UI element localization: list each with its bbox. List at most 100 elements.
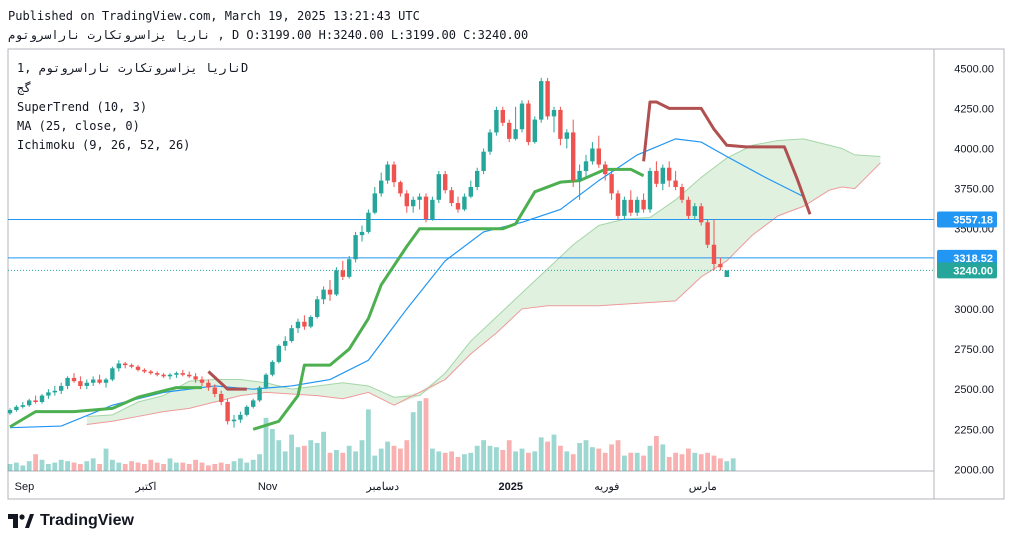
candle-body [494,109,499,133]
candle-body [583,161,589,171]
candle-body [59,385,64,391]
candle-body [507,122,512,139]
volume-bar [334,450,339,471]
volume-bar [615,440,621,471]
supertrend-line [9,100,812,431]
tradingview-logo-text: TradingView [40,512,134,529]
ma-line [9,138,804,429]
candle-body [519,103,525,130]
volume-bar [660,444,666,471]
volume-bar [84,461,90,471]
candle-body [391,164,397,183]
candle-body [660,167,665,184]
volume-bar [519,448,525,471]
tradingview-logo[interactable]: TradingView [8,512,134,530]
volume-bar [679,454,685,471]
volume-bar [327,452,333,471]
ichimoku-span-a [86,138,881,417]
candle-body [366,212,371,232]
legend-symbol[interactable]: ناریا یزاسروتکارت ناراسروتوم ,1D [17,61,249,75]
candle-body [334,270,339,295]
y-tick-label: 3000.00 [954,304,994,316]
volume-bar [500,450,506,471]
candle-body [436,174,441,200]
volume-bar [641,455,646,471]
volume-bar [430,448,435,471]
candle-body [238,414,243,420]
candle-body [475,170,480,187]
volume-bar [270,429,275,471]
volume-bar [417,401,422,471]
candle-body [718,264,723,268]
candle-body [263,374,269,388]
x-tick-label: اکتبر [134,481,156,493]
candle-body [692,206,697,216]
volume-bar [372,455,378,471]
volume-bar [218,462,224,471]
candle-body [372,193,377,213]
candle-body [187,374,192,377]
candle-body [577,170,582,181]
volume-bar [622,455,627,471]
candle-body [647,170,653,210]
candle-body [564,132,569,139]
candle-body [289,328,294,342]
candle-body [558,109,563,139]
volume-bars [7,398,736,471]
volume-bar [583,440,589,471]
candle-body [622,199,627,216]
volume-bar [686,448,691,471]
candle-body [590,148,595,162]
volume-bar [90,458,96,471]
candle-body [455,203,461,210]
volume-bar [180,462,186,471]
candle-body [603,164,608,175]
candle-body [545,81,550,117]
y-tick-label: 4250.00 [954,103,994,115]
volume-bar [308,440,314,471]
price-badge [937,211,997,228]
candle-body [65,377,70,386]
candle-body [379,180,384,194]
candle-body [225,402,230,422]
legend-ichimoku[interactable]: Ichimoku (9, 26, 52, 26) [17,138,191,152]
volume-bar [423,398,429,471]
candle-body [654,170,659,184]
candle-body [411,199,416,207]
candle-body [20,405,25,407]
volume-bar [558,445,563,471]
candle-body [84,382,89,386]
candle-body [167,374,173,377]
volume-bar [564,451,570,471]
volume-bar [666,457,672,471]
volume-bar [346,445,352,471]
volume-bar [97,464,102,471]
y-tick-label: 2750.00 [954,344,994,356]
candle-body [251,400,256,407]
candle-body [347,259,352,277]
legend-supertrend[interactable]: SuperTrend (10, 3) [17,100,148,114]
legend-ma[interactable]: MA (25, close, 0) [17,119,140,133]
candle-body [155,373,160,375]
candle-body [635,199,640,213]
volume-bar [596,448,602,471]
volume-bar [577,443,582,471]
volume-bar [244,462,250,471]
candle-body [103,379,109,383]
candle-body [686,199,691,216]
volume-bar [353,451,358,471]
time-axis[interactable]: Sep اکتبر Nov دسامبر 2025 فوریه مارس [15,481,717,493]
candle-body [276,345,281,362]
candle-body [711,244,717,265]
volume-bar [628,452,634,471]
candle-body [468,186,473,197]
volume-bar [148,459,154,471]
volume-bar [193,459,198,471]
horizontal-price-lines[interactable] [8,219,934,271]
volume-bar [7,464,13,471]
volume-bar [39,459,45,471]
volume-bar [410,412,416,471]
volume-bar [449,451,454,471]
price-badge-label: 3557.18 [953,215,993,227]
